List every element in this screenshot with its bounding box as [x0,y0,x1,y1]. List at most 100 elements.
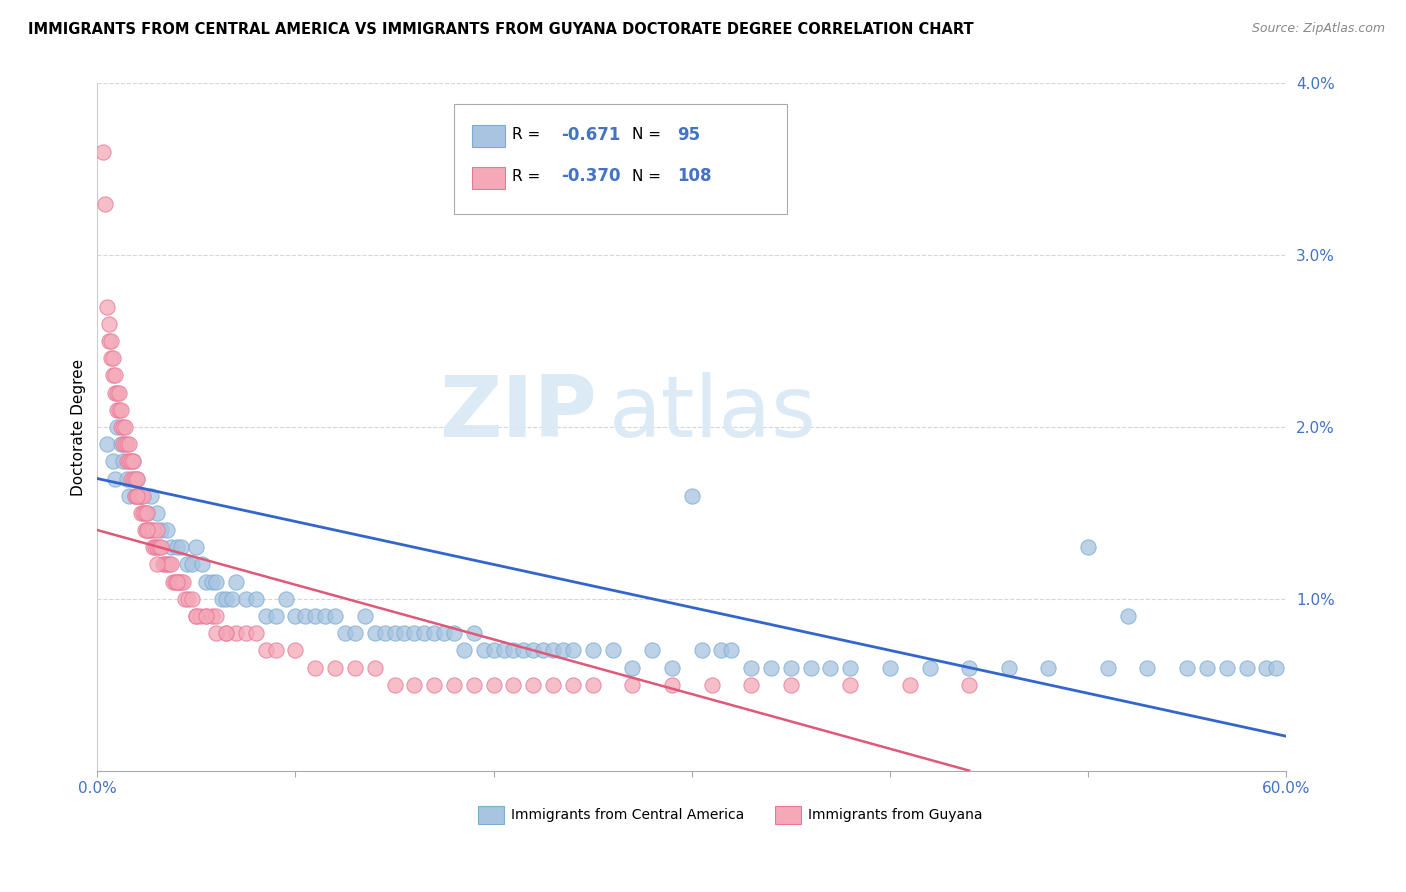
Point [177,591,200,606]
Point [215,626,238,640]
Point [215,626,238,640]
Point [186,541,208,555]
Text: Immigrants from Central America: Immigrants from Central America [510,808,744,822]
Y-axis label: Doctorate Degree: Doctorate Degree [72,359,86,496]
Point [1116,609,1139,624]
Point [364,626,387,640]
Point [284,609,307,624]
Point [191,558,214,572]
Point [124,471,146,485]
Point [135,506,157,520]
Point [153,558,176,572]
Point [561,678,583,692]
Point [641,643,664,657]
Point [124,489,146,503]
Text: 108: 108 [678,167,711,186]
Point [166,541,188,555]
Point [166,574,188,589]
Text: N =: N = [633,169,661,184]
Point [522,643,544,657]
Point [522,678,544,692]
Text: atlas: atlas [609,372,817,455]
Point [343,626,366,640]
Point [118,454,141,468]
Point [173,591,195,606]
Point [181,558,204,572]
Point [502,678,524,692]
Point [364,660,387,674]
Point [245,591,267,606]
Text: IMMIGRANTS FROM CENTRAL AMERICA VS IMMIGRANTS FROM GUYANA DOCTORATE DEGREE CORRE: IMMIGRANTS FROM CENTRAL AMERICA VS IMMIG… [28,22,974,37]
Point [129,489,152,503]
Point [125,471,148,485]
Point [561,643,583,657]
Point [98,334,121,348]
Text: Source: ZipAtlas.com: Source: ZipAtlas.com [1251,22,1385,36]
Point [1038,660,1060,674]
Point [195,609,218,624]
Point [1097,660,1119,674]
Point [512,643,534,657]
Point [195,574,218,589]
Text: ZIP: ZIP [439,372,596,455]
Point [879,660,901,674]
Point [120,471,142,485]
Text: R =: R = [512,169,540,184]
Point [531,643,554,657]
Point [621,678,644,692]
Point [463,678,485,692]
Point [190,609,212,624]
Point [472,643,495,657]
Point [918,660,941,674]
Point [118,489,141,503]
Point [135,523,157,537]
Point [135,523,157,537]
Point [541,678,564,692]
Point [304,660,326,674]
Point [681,489,703,503]
Point [453,643,475,657]
Point [142,541,165,555]
FancyBboxPatch shape [775,806,801,823]
Point [274,591,297,606]
Point [201,609,224,624]
Point [110,420,132,434]
Point [125,489,148,503]
Point [139,523,162,537]
Point [284,643,307,657]
Point [149,523,172,537]
Point [129,506,152,520]
Point [201,574,224,589]
Point [423,678,446,692]
Point [205,626,228,640]
Point [96,437,118,451]
Point [1236,660,1258,674]
Point [146,506,169,520]
Point [661,678,683,692]
Point [157,558,180,572]
Point [215,591,238,606]
Point [1215,660,1237,674]
Point [112,454,135,468]
Point [997,660,1019,674]
Point [114,420,136,434]
Point [159,541,181,555]
Point [112,437,135,451]
Point [957,660,980,674]
Point [149,541,172,555]
Point [690,643,713,657]
FancyBboxPatch shape [472,126,505,147]
Point [122,454,145,468]
Point [404,626,426,640]
Point [720,643,742,657]
Point [800,660,823,674]
Point [779,678,801,692]
Point [105,402,128,417]
Point [118,437,141,451]
Point [120,454,142,468]
Text: R =: R = [512,128,540,143]
Point [103,454,125,468]
Point [100,334,122,348]
Point [115,454,138,468]
Point [413,626,436,640]
